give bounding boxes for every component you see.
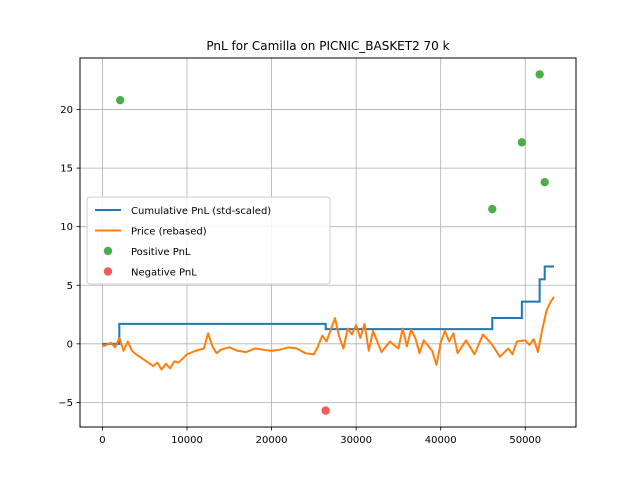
plot-data xyxy=(102,70,555,415)
positive-pnl-point xyxy=(115,95,125,105)
x-tick-label: 30000 xyxy=(340,435,372,446)
y-tick-label: 0 xyxy=(67,339,73,350)
chart-title: PnL for Camilla on PICNIC_BASKET2 70 k xyxy=(206,39,449,53)
x-tick-label: 10000 xyxy=(171,435,203,446)
x-tick-label: 40000 xyxy=(425,435,457,446)
negative-pnl-legend-label: Negative PnL xyxy=(131,268,197,279)
legend: Cumulative PnL (std-scaled) Price (rebase… xyxy=(86,196,331,285)
positive-pnl-legend-label: Positive PnL xyxy=(131,247,191,258)
grid-lines xyxy=(80,58,576,427)
positive-pnl-point xyxy=(540,177,549,187)
legend-entries: Cumulative PnL (std-scaled) Price (rebase… xyxy=(95,206,271,279)
x-tick-label: 0 xyxy=(99,435,105,446)
x-tick-label: 50000 xyxy=(509,435,541,446)
positive-pnl-point xyxy=(535,70,544,79)
negative-pnl-legend-marker xyxy=(103,267,113,276)
x-tick-label: 20000 xyxy=(256,435,288,446)
price-rebased-legend-label: Price (rebased) xyxy=(131,227,207,238)
y-tick-label: 20 xyxy=(60,105,73,116)
axes: 0 10000 20000 30000 40000 50000 −5 0 5 10 15 20 xyxy=(58,105,541,446)
y-tick-label: 5 xyxy=(67,281,73,292)
positive-pnl-point xyxy=(488,204,497,214)
plot-area-frame xyxy=(79,57,577,428)
positive-pnl-legend-marker xyxy=(103,246,113,256)
y-tick-label: −5 xyxy=(58,398,73,409)
cumulative-pnl-std-scaled-line xyxy=(102,265,555,345)
y-tick-label: 15 xyxy=(60,164,73,175)
negative-pnl-point xyxy=(321,406,330,415)
positive-pnl-point xyxy=(517,138,527,147)
price-rebased-line xyxy=(102,296,555,371)
legend-box xyxy=(86,196,331,285)
y-tick-label: 10 xyxy=(60,222,73,233)
cumulative-pnl-std-scaled-legend-label: Cumulative PnL (std-scaled) xyxy=(131,206,271,217)
